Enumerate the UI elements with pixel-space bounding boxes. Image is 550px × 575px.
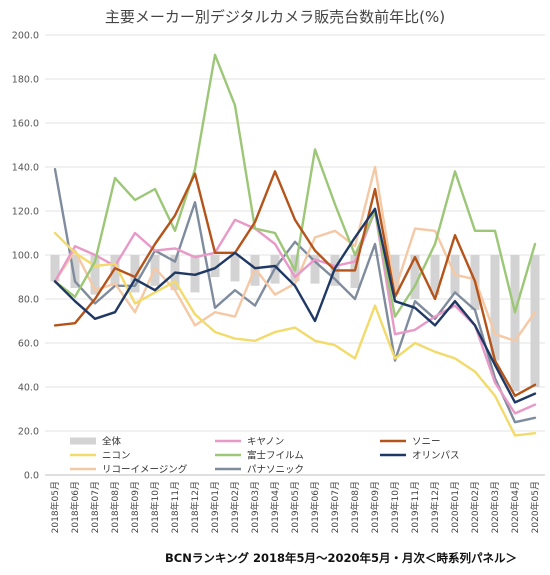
- source-note: BCNランキング 2018年5月～2020年5月・月次＜時系列パネル＞: [165, 551, 518, 565]
- bar: [370, 255, 380, 256]
- y-tick-label: 200.0: [12, 31, 39, 42]
- line-series: [53, 53, 537, 437]
- series-line: [53, 170, 537, 397]
- legend-label: リコーイメージング: [102, 464, 188, 476]
- x-tick-label: 2018年05月: [49, 481, 61, 533]
- bar: [410, 255, 420, 299]
- bar: [430, 255, 440, 295]
- bar: [490, 255, 500, 361]
- y-tick-label: 80.0: [18, 295, 39, 306]
- legend-label: パナソニック: [247, 465, 304, 476]
- x-axis: 2018年05月 2018年06月 2018年07月 2018年08月 2018年09月…: [49, 481, 541, 533]
- y-tick-label: 140.0: [12, 163, 39, 174]
- x-tick-label: 2019年10月: [389, 481, 401, 533]
- bar: [70, 255, 80, 288]
- x-tick-label: 2020年04月: [509, 481, 521, 533]
- legend-label: オリンパス: [412, 451, 460, 462]
- x-tick-label: 2019年09月: [369, 481, 381, 533]
- x-tick-label: 2018年11月: [169, 481, 181, 533]
- bar: [310, 255, 320, 284]
- bar: [210, 255, 220, 277]
- series-line: [53, 209, 537, 415]
- series-line: [53, 207, 537, 404]
- x-tick-label: 2018年09月: [129, 481, 141, 533]
- x-tick-label: 2019年11月: [409, 481, 421, 533]
- legend-label: キヤノン: [247, 437, 284, 448]
- series-line: [53, 53, 537, 318]
- series-line: [53, 231, 537, 437]
- x-tick-label: 2020年03月: [489, 481, 501, 533]
- bar: [130, 255, 140, 293]
- series-line: [53, 165, 537, 342]
- x-tick-label: 2019年12月: [429, 481, 441, 533]
- bar: [50, 255, 60, 282]
- x-tick-label: 2018年06月: [69, 481, 81, 533]
- x-tick-label: 2018年12月: [189, 481, 201, 533]
- x-tick-label: 2019年08月: [349, 481, 361, 533]
- y-tick-label: 120.0: [12, 207, 39, 218]
- y-tick-label: 0.0: [24, 471, 39, 482]
- x-tick-label: 2019年01月: [209, 481, 221, 533]
- legend-label: ニコン: [102, 451, 131, 462]
- y-tick-label: 160.0: [12, 119, 39, 130]
- legend-label: 富士フイルム: [247, 450, 304, 462]
- y-tick-label: 20.0: [18, 427, 39, 438]
- chart-title: 主要メーカー別デジタルカメラ販売台数前年比(%): [104, 8, 446, 26]
- bar: [390, 255, 400, 295]
- x-tick-label: 2019年07月: [329, 481, 341, 533]
- bar: [90, 255, 100, 295]
- y-tick-label: 180.0: [12, 75, 39, 86]
- gridlines: [45, 34, 545, 476]
- x-tick-label: 2018年07月: [89, 481, 101, 533]
- x-tick-label: 2019年04月: [269, 481, 281, 533]
- x-tick-label: 2019年06月: [309, 481, 321, 533]
- x-tick-label: 2020年02月: [469, 481, 481, 533]
- x-tick-label: 2019年03月: [249, 481, 261, 533]
- x-tick-label: 2020年01月: [449, 481, 461, 533]
- x-tick-label: 2018年10月: [149, 481, 161, 533]
- legend-label: 全体: [102, 436, 122, 448]
- x-tick-label: 2018年08月: [109, 481, 121, 533]
- series-line: [53, 167, 537, 424]
- bar: [230, 255, 240, 282]
- x-tick-label: 2020年05月: [529, 481, 541, 533]
- bar: [510, 255, 520, 392]
- x-tick-label: 2019年05月: [289, 481, 301, 533]
- y-axis: 0.0 20.0 40.0 60.0 80.0 100.0 120.0 140.0 160.0 1…: [12, 31, 39, 482]
- y-tick-label: 60.0: [18, 339, 39, 350]
- x-tick-label: 2019年02月: [229, 481, 241, 533]
- y-tick-label: 100.0: [12, 251, 39, 262]
- y-tick-label: 40.0: [18, 383, 39, 394]
- legend-label: ソニー: [412, 437, 441, 448]
- bar: [530, 255, 540, 387]
